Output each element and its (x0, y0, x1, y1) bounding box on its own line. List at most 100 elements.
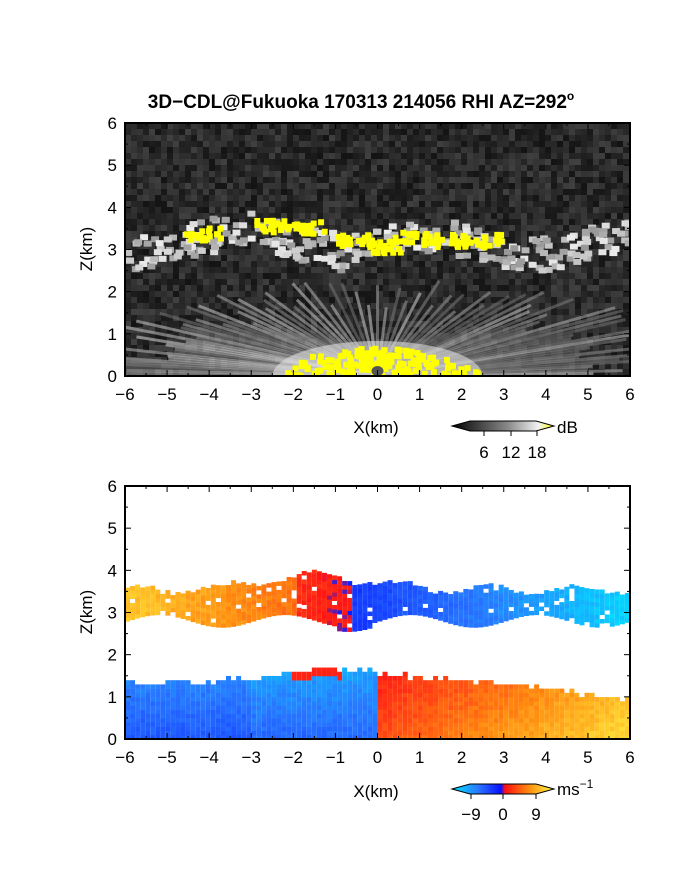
noise-cell (581, 297, 587, 303)
noise-cell (587, 285, 593, 291)
high-echo-cell (492, 237, 499, 244)
noise-cell (575, 183, 581, 189)
noise-cell (191, 177, 197, 183)
velocity-cell (170, 730, 176, 736)
noise-cell (275, 129, 281, 135)
noise-cell (215, 285, 221, 291)
noise-cell (125, 165, 131, 171)
noise-cell (257, 285, 263, 291)
noise-cell (185, 201, 191, 207)
high-echo-cell (482, 235, 489, 242)
noise-cell (281, 153, 287, 159)
noise-cell (131, 213, 137, 219)
noise-cell (359, 303, 365, 309)
cloud-cell (507, 255, 516, 262)
velocity-cell (165, 713, 171, 719)
noise-cell (515, 171, 521, 177)
noise-cell (401, 213, 407, 219)
noise-cell (521, 189, 527, 195)
noise-cell (377, 201, 383, 207)
velocity-cell (231, 680, 237, 685)
noise-cell (485, 213, 491, 219)
noise-cell (443, 171, 449, 177)
velocity-cell (271, 675, 277, 681)
cloud-cell (390, 231, 399, 238)
noise-cell (599, 141, 605, 147)
cloud-cell (604, 244, 613, 251)
noise-cell (431, 255, 437, 261)
noise-cell (191, 333, 197, 339)
noise-cell (197, 123, 203, 129)
high-echo-cell (371, 240, 378, 247)
noise-cell (581, 195, 587, 201)
high-echo-cell (314, 372, 321, 376)
noise-cell (203, 135, 209, 141)
noise-cell (377, 297, 383, 303)
cloud-cell (277, 246, 286, 253)
noise-cell (593, 123, 599, 129)
noise-cell (461, 141, 467, 147)
noise-cell (593, 255, 599, 261)
noise-cell (413, 207, 419, 213)
noise-cell (491, 213, 497, 219)
velocity-cell (261, 713, 267, 719)
noise-cell (371, 135, 377, 141)
cloud-cell (548, 259, 557, 266)
noise-cell (131, 207, 137, 213)
noise-cell (443, 201, 449, 207)
noise-cell (449, 153, 455, 159)
noise-cell (221, 159, 227, 165)
noise-cell (353, 309, 359, 315)
noise-cell (395, 183, 401, 189)
velocity-cell (281, 718, 287, 723)
velocity-cell (256, 688, 262, 694)
noise-cell (359, 225, 365, 231)
noise-cell (395, 255, 401, 261)
noise-cell (419, 165, 425, 171)
high-echo-cell (339, 242, 346, 249)
noise-cell (623, 249, 629, 255)
noise-cell (623, 321, 629, 327)
noise-cell (185, 273, 191, 279)
noise-cell (473, 219, 479, 225)
noise-cell (251, 273, 257, 279)
noise-cell (503, 291, 509, 297)
high-echo-cell (385, 354, 392, 361)
noise-cell (341, 339, 347, 345)
noise-cell (269, 153, 275, 159)
noise-cell (329, 321, 335, 327)
noise-cell (467, 267, 473, 273)
noise-cell (191, 213, 197, 219)
noise-cell (293, 231, 299, 237)
noise-cell (341, 165, 347, 171)
noise-cell (491, 159, 497, 165)
reflectivity-colorbar-label: 18 (528, 443, 547, 462)
noise-cell (233, 189, 239, 195)
noise-cell (203, 297, 209, 303)
noise-cell (125, 171, 131, 177)
velocity-cell (185, 705, 191, 710)
noise-cell (137, 249, 143, 255)
noise-cell (455, 171, 461, 177)
noise-cell (311, 309, 317, 315)
noise-cell (185, 267, 191, 273)
noise-cell (557, 129, 563, 135)
noise-cell (155, 171, 161, 177)
noise-cell (173, 285, 179, 291)
noise-cell (329, 225, 335, 231)
velocity-cell (190, 726, 196, 732)
noise-cell (401, 171, 407, 177)
noise-cell (233, 195, 239, 201)
velocity-cell (145, 730, 151, 736)
velocity-cell (190, 705, 196, 710)
noise-cell (611, 273, 617, 279)
noise-cell (611, 279, 617, 285)
noise-cell (455, 183, 461, 189)
noise-cell (623, 315, 629, 321)
noise-cell (233, 255, 239, 261)
high-echo-cell (365, 232, 372, 239)
velocity-cell (180, 688, 186, 694)
noise-cell (365, 327, 371, 333)
noise-cell (191, 147, 197, 153)
noise-cell (623, 177, 629, 183)
